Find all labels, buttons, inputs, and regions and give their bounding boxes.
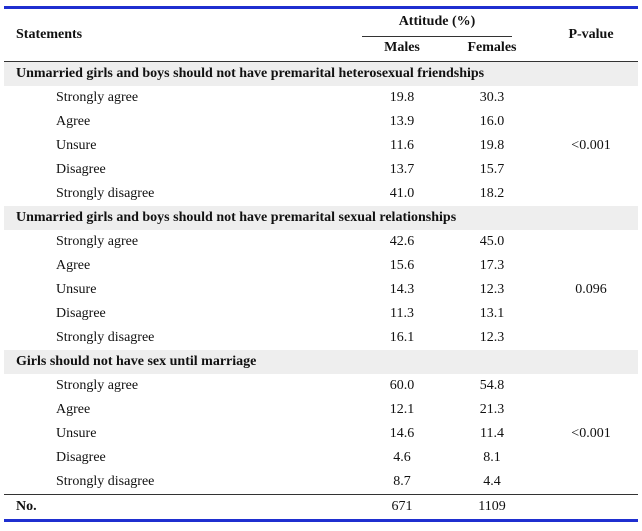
females-value: 13.1 bbox=[479, 306, 505, 321]
row-label: Strongly disagree bbox=[56, 474, 155, 489]
row-label: Strongly disagree bbox=[56, 186, 155, 201]
row-label: Disagree bbox=[56, 450, 106, 465]
males-value: 4.6 bbox=[393, 450, 411, 465]
males-value: 14.3 bbox=[389, 282, 415, 297]
table-row: Strongly agree 42.6 45.0 bbox=[4, 230, 638, 254]
section-sexual-relationships: Unmarried girls and boys should not have… bbox=[4, 206, 638, 350]
footer-label: No. bbox=[16, 499, 37, 514]
header-pvalue: P-value bbox=[568, 27, 614, 42]
section-heterosexual-friendships: Unmarried girls and boys should not have… bbox=[4, 62, 638, 206]
row-label: Strongly agree bbox=[56, 378, 139, 393]
females-value: 45.0 bbox=[479, 234, 505, 249]
females-value: 54.8 bbox=[479, 378, 505, 393]
table-row: Agree 15.6 17.3 bbox=[4, 254, 638, 278]
males-value: 11.3 bbox=[390, 306, 414, 321]
table-row: Unsure 11.6 19.8 <0.001 bbox=[4, 134, 638, 158]
males-count: 671 bbox=[391, 499, 413, 514]
males-value: 42.6 bbox=[389, 234, 415, 249]
row-label: Strongly agree bbox=[56, 90, 139, 105]
header-rule bbox=[4, 61, 638, 62]
row-label: Strongly disagree bbox=[56, 330, 155, 345]
section-sex-until-marriage: Girls should not have sex until marriage… bbox=[4, 350, 638, 494]
table-row: Unsure 14.3 12.3 0.096 bbox=[4, 278, 638, 302]
females-count: 1109 bbox=[478, 499, 506, 514]
p-value: 0.096 bbox=[575, 282, 607, 297]
attitude-table: Statements Attitude (%) Males Females P-… bbox=[4, 6, 638, 522]
p-value: <0.001 bbox=[571, 138, 611, 153]
footer-rule bbox=[4, 494, 638, 495]
females-value: 12.3 bbox=[479, 330, 505, 345]
header-attitude: Attitude (%) bbox=[398, 14, 476, 29]
row-label: Disagree bbox=[56, 162, 106, 177]
attitude-underline bbox=[362, 36, 512, 37]
males-value: 11.6 bbox=[390, 138, 414, 153]
males-value: 14.6 bbox=[389, 426, 415, 441]
p-value: <0.001 bbox=[571, 426, 611, 441]
males-value: 12.1 bbox=[389, 402, 415, 417]
row-label: Unsure bbox=[56, 138, 97, 153]
table-header: Statements Attitude (%) Males Females P-… bbox=[4, 9, 638, 61]
females-value: 8.1 bbox=[483, 450, 501, 465]
sample-size-row: No. 671 1109 bbox=[4, 495, 638, 519]
males-value: 8.7 bbox=[393, 474, 411, 489]
header-males: Males bbox=[384, 40, 420, 55]
males-value: 15.6 bbox=[389, 258, 415, 273]
row-label: Strongly agree bbox=[56, 234, 139, 249]
row-label: Unsure bbox=[56, 426, 97, 441]
females-value: 30.3 bbox=[479, 90, 505, 105]
table-row: Strongly disagree 16.1 12.3 bbox=[4, 326, 638, 350]
table-row: Disagree 4.6 8.1 bbox=[4, 446, 638, 470]
females-value: 12.3 bbox=[479, 282, 505, 297]
row-label: Agree bbox=[56, 402, 91, 417]
row-label: Agree bbox=[56, 258, 91, 273]
section-title: Girls should not have sex until marriage bbox=[4, 350, 638, 374]
table-row: Strongly disagree 8.7 4.4 bbox=[4, 470, 638, 494]
males-value: 41.0 bbox=[389, 186, 415, 201]
header-statements: Statements bbox=[16, 27, 83, 42]
top-border bbox=[4, 6, 638, 9]
males-value: 60.0 bbox=[389, 378, 415, 393]
table-row: Disagree 11.3 13.1 bbox=[4, 302, 638, 326]
table-row: Strongly agree 19.8 30.3 bbox=[4, 86, 638, 110]
section-title: Unmarried girls and boys should not have… bbox=[4, 62, 638, 86]
table-row: Agree 12.1 21.3 bbox=[4, 398, 638, 422]
table-row: Strongly disagree 41.0 18.2 bbox=[4, 182, 638, 206]
males-value: 13.7 bbox=[389, 162, 415, 177]
row-label: Disagree bbox=[56, 306, 106, 321]
row-label: Agree bbox=[56, 114, 91, 129]
females-value: 18.2 bbox=[479, 186, 505, 201]
bottom-border bbox=[4, 519, 638, 522]
table-row: Agree 13.9 16.0 bbox=[4, 110, 638, 134]
females-value: 11.4 bbox=[480, 426, 504, 441]
section-title: Unmarried girls and boys should not have… bbox=[4, 206, 638, 230]
females-value: 17.3 bbox=[479, 258, 505, 273]
females-value: 21.3 bbox=[479, 402, 505, 417]
females-value: 4.4 bbox=[483, 474, 501, 489]
males-value: 19.8 bbox=[389, 90, 415, 105]
males-value: 13.9 bbox=[389, 114, 415, 129]
males-value: 16.1 bbox=[389, 330, 415, 345]
females-value: 19.8 bbox=[479, 138, 505, 153]
females-value: 15.7 bbox=[479, 162, 505, 177]
table-row: Unsure 14.6 11.4 <0.001 bbox=[4, 422, 638, 446]
table-row: Disagree 13.7 15.7 bbox=[4, 158, 638, 182]
table-row: Strongly agree 60.0 54.8 bbox=[4, 374, 638, 398]
females-value: 16.0 bbox=[479, 114, 505, 129]
row-label: Unsure bbox=[56, 282, 97, 297]
header-females: Females bbox=[467, 40, 517, 55]
